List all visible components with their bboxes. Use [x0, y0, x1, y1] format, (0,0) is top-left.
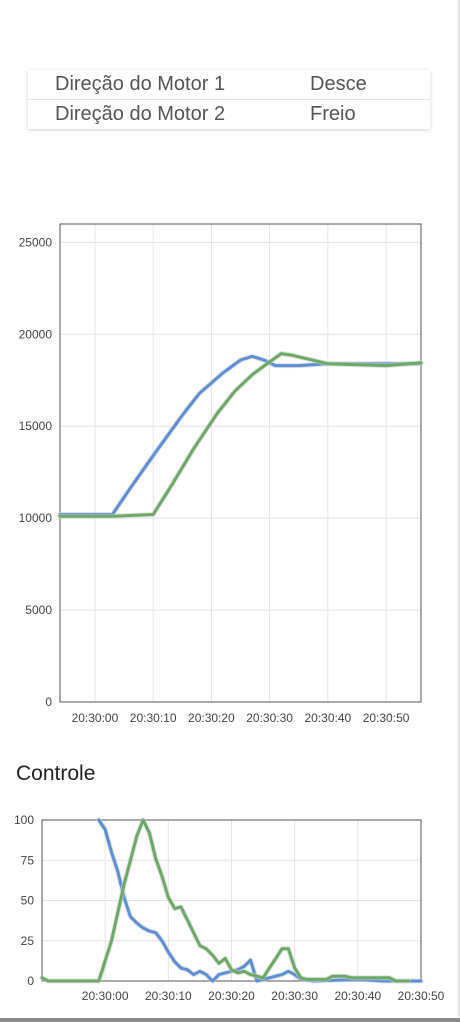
y-tick-label: 20000: [19, 327, 53, 341]
position-chart: 0 5000 10000 15000 20000 25000 20:30:00 20:30:1…: [19, 223, 424, 725]
x-tick-label: 20:30:50: [398, 989, 445, 1003]
x-tick-label: 20:30:30: [271, 989, 318, 1003]
motor1-direction-label: Direção do Motor 1: [55, 73, 226, 95]
x-tick-label: 20:30:40: [334, 989, 381, 1003]
y-tick-label: 5000: [25, 603, 52, 617]
page-edge: [458, 0, 460, 1022]
x-tick-label: 20:30:00: [82, 989, 129, 1003]
series-line-green: [40, 818, 410, 983]
y-tick-label: 25: [21, 934, 35, 948]
table-row: Direção do Motor 1 Desce: [28, 70, 430, 100]
x-tick-label: 20:30:20: [188, 711, 235, 725]
x-tick-label: 20:30:50: [363, 711, 410, 725]
y-tick-label: 100: [14, 813, 34, 827]
plot-frame: [41, 819, 422, 982]
x-tick-label: 20:30:20: [208, 989, 255, 1003]
x-tick-label: 20:30:30: [246, 711, 293, 725]
series-line-green: [58, 352, 423, 518]
motor1-direction-value: Desce: [310, 73, 367, 95]
bottom-bar: [0, 1018, 460, 1022]
x-tick-label: 20:30:10: [130, 711, 177, 725]
y-tick-label: 10000: [19, 511, 53, 525]
y-tick-label: 15000: [19, 419, 53, 433]
motor-direction-table: Direção do Motor 1 Desce Direção do Moto…: [28, 70, 430, 129]
y-tick-label: 25000: [19, 235, 53, 249]
series-line-blue: [97, 818, 423, 983]
motor2-direction-label: Direção do Motor 2: [55, 103, 226, 125]
x-tick-label: 20:30:10: [145, 989, 192, 1003]
series-line-blue: [58, 354, 423, 516]
motor2-direction-value: Freio: [310, 103, 356, 125]
plot-frame: [59, 223, 422, 703]
y-tick-label: 0: [27, 974, 34, 988]
series-shadow: [57, 351, 424, 519]
table-row: Direção do Motor 2 Freio: [28, 100, 430, 129]
y-tick-label: 50: [21, 894, 35, 908]
y-tick-label: 0: [45, 695, 52, 709]
x-tick-label: 20:30:00: [72, 711, 119, 725]
controle-chart: 0 25 50 75 100 20:30:00 20:30:10 20:30:20 20:30:…: [14, 813, 445, 1003]
x-tick-label: 20:30:40: [304, 711, 351, 725]
series-shadow: [57, 353, 424, 517]
y-tick-label: 75: [21, 853, 35, 867]
controle-title: Controle: [16, 762, 96, 785]
